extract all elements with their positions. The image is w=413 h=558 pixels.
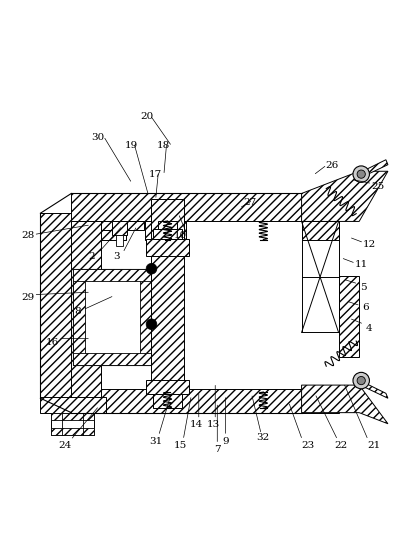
Bar xyxy=(338,276,358,357)
Bar xyxy=(71,194,301,222)
Bar xyxy=(71,389,301,413)
Text: 19: 19 xyxy=(124,141,137,150)
Text: 29: 29 xyxy=(21,293,35,302)
Bar xyxy=(40,397,106,413)
Text: 5: 5 xyxy=(359,283,366,292)
Polygon shape xyxy=(354,160,387,180)
Bar xyxy=(101,230,125,239)
Circle shape xyxy=(352,166,368,182)
Bar xyxy=(140,269,151,365)
Bar xyxy=(146,239,188,256)
Text: 8: 8 xyxy=(74,307,81,316)
Bar xyxy=(73,269,151,281)
Text: 26: 26 xyxy=(325,161,338,170)
Bar xyxy=(301,222,338,240)
Circle shape xyxy=(352,372,368,389)
Text: 9: 9 xyxy=(222,437,228,446)
Text: 10: 10 xyxy=(173,232,186,240)
Text: 16: 16 xyxy=(46,338,59,347)
Text: 20: 20 xyxy=(140,112,154,121)
Circle shape xyxy=(146,263,157,274)
Text: 24: 24 xyxy=(58,441,71,450)
Text: 6: 6 xyxy=(361,304,368,312)
Bar xyxy=(152,394,182,408)
Text: 25: 25 xyxy=(370,182,383,191)
Bar xyxy=(71,222,101,413)
Text: 28: 28 xyxy=(21,232,35,240)
Text: 18: 18 xyxy=(157,141,170,150)
Text: 32: 32 xyxy=(255,433,268,442)
Bar xyxy=(40,213,73,398)
Text: 13: 13 xyxy=(206,421,219,430)
Text: 30: 30 xyxy=(91,133,104,142)
Bar xyxy=(301,394,338,413)
Bar xyxy=(73,269,85,365)
Polygon shape xyxy=(354,378,387,398)
Bar xyxy=(51,428,94,435)
Text: 31: 31 xyxy=(149,437,162,446)
Polygon shape xyxy=(301,171,387,222)
Text: 17: 17 xyxy=(149,170,162,179)
Text: 11: 11 xyxy=(354,260,367,269)
Circle shape xyxy=(356,170,364,178)
Text: 21: 21 xyxy=(366,441,379,450)
Bar xyxy=(115,234,123,246)
Text: 7: 7 xyxy=(214,445,220,454)
Bar xyxy=(158,221,176,229)
Bar xyxy=(101,220,144,230)
Text: 22: 22 xyxy=(333,441,347,450)
Bar xyxy=(150,199,184,392)
Bar xyxy=(145,222,186,239)
Bar xyxy=(51,413,94,435)
Circle shape xyxy=(356,377,364,384)
Bar xyxy=(73,269,151,365)
Circle shape xyxy=(146,319,157,330)
Polygon shape xyxy=(301,385,387,424)
Bar xyxy=(112,220,127,234)
Text: 27: 27 xyxy=(243,199,256,208)
Text: 14: 14 xyxy=(190,421,203,430)
Text: 3: 3 xyxy=(113,252,119,261)
Text: 12: 12 xyxy=(362,239,375,248)
Bar xyxy=(73,353,151,365)
Text: 4: 4 xyxy=(365,324,372,333)
Bar xyxy=(51,413,94,420)
Bar xyxy=(152,229,182,239)
Text: 15: 15 xyxy=(173,441,186,450)
Text: 2: 2 xyxy=(88,252,95,261)
Bar xyxy=(146,380,188,394)
Text: 23: 23 xyxy=(300,441,313,450)
